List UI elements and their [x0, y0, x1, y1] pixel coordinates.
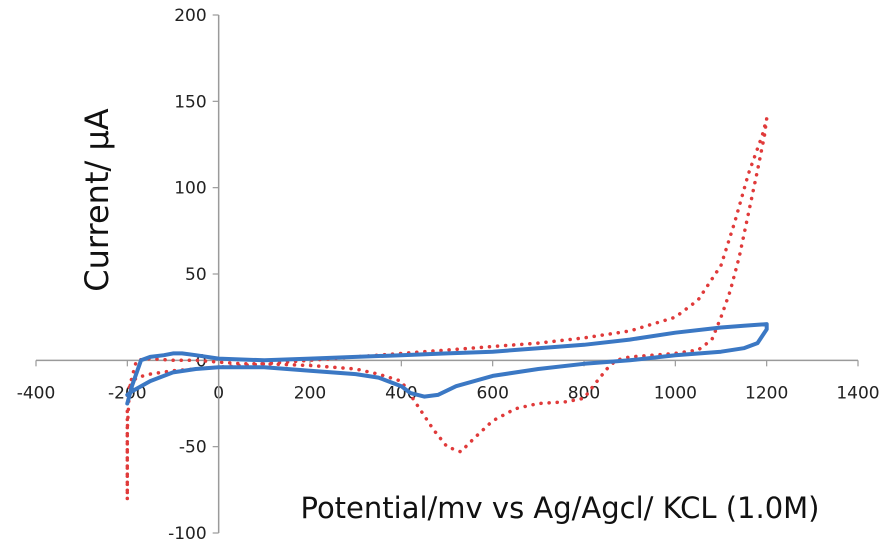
x-axis-title: Potential/mv vs Ag/Agcl/ KCL (1.0M): [300, 491, 819, 525]
x-tick-label: 200: [294, 383, 326, 403]
series-layer: [125, 116, 769, 501]
y-tick-label: 150: [174, 92, 206, 112]
y-tick-label: 100: [174, 179, 206, 199]
series-dotted-line: [125, 116, 769, 501]
x-tick-label: 600: [476, 383, 508, 403]
y-tick-label: -50: [179, 438, 207, 458]
series-solid-line: [125, 322, 769, 406]
y-tick-label: 0: [196, 351, 207, 371]
y-tick-label: 50: [185, 265, 207, 285]
x-tick-label: -400: [17, 383, 56, 403]
x-tick-label: 400: [385, 383, 417, 403]
y-tick-labels: -100 -50 0 50 100 150 200: [168, 6, 219, 544]
y-axis-title: Current/ μA: [78, 108, 116, 292]
x-tick-label: 1000: [654, 383, 697, 403]
x-tick-label: 1400: [836, 383, 879, 403]
y-tick-label: -100: [168, 524, 207, 544]
x-tick-label: 1200: [745, 383, 788, 403]
y-tick-label: 200: [174, 6, 206, 26]
